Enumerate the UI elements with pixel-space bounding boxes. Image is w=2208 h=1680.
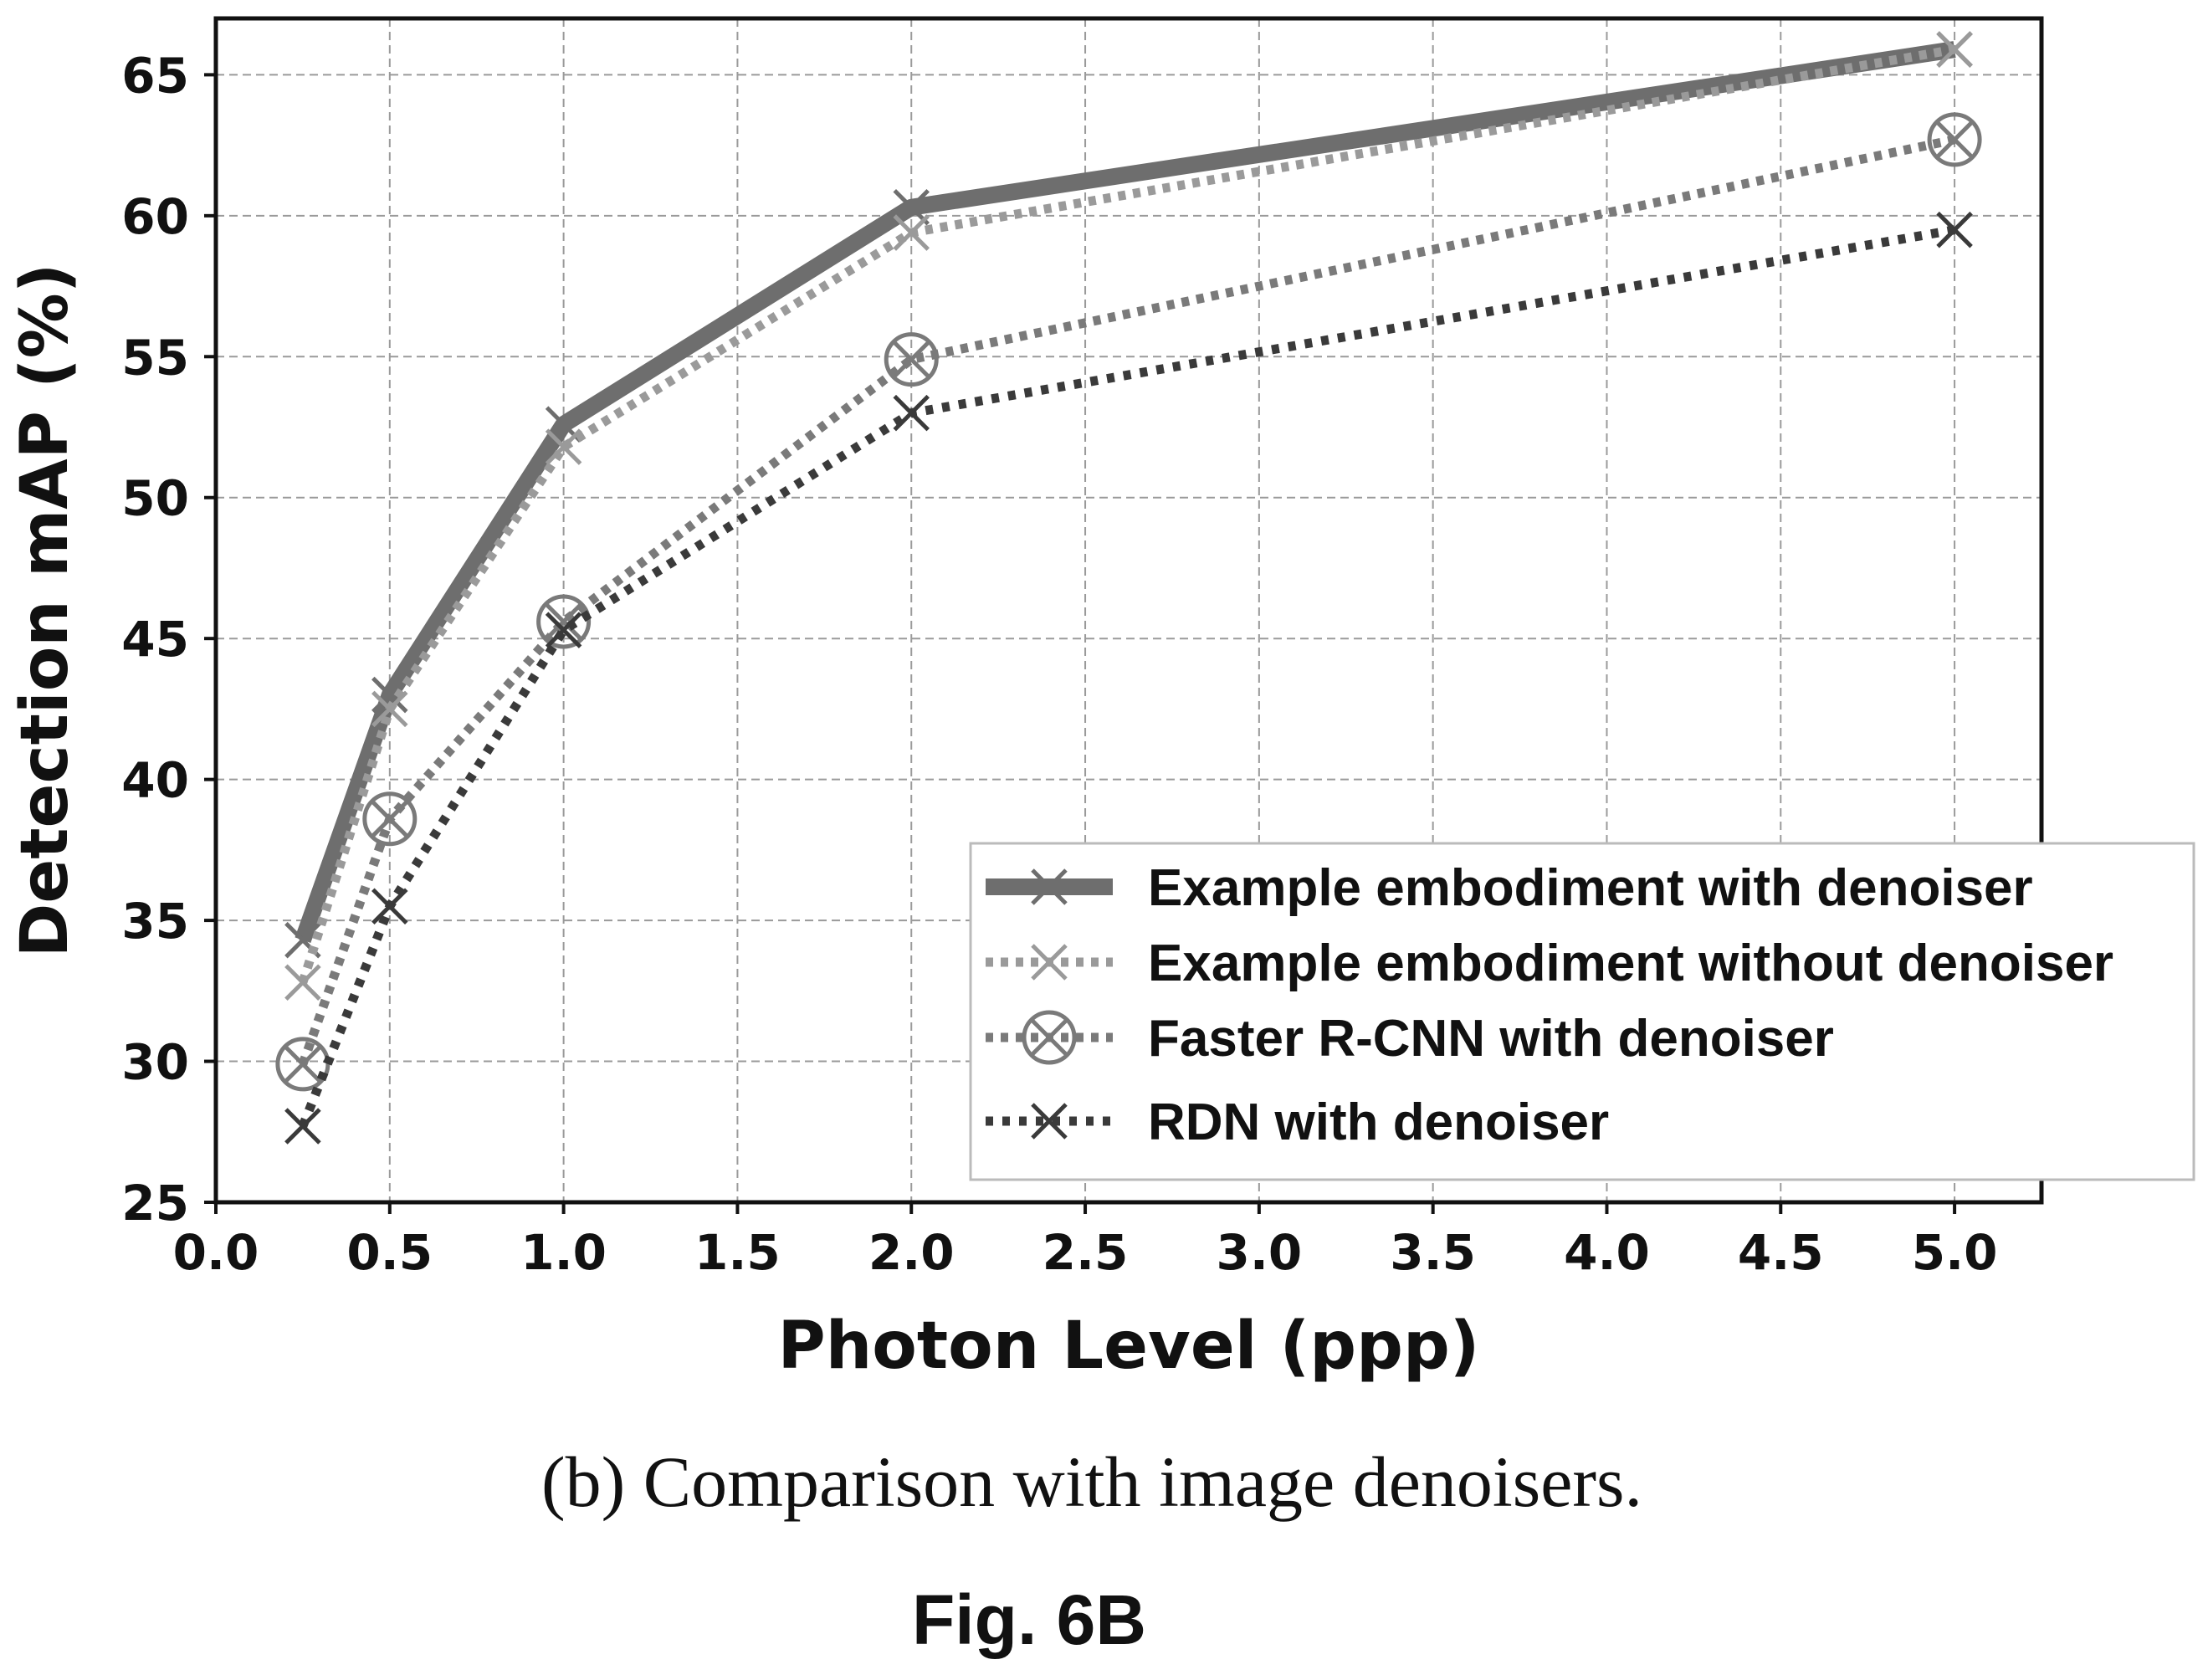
legend-label-1: Example embodiment with denoiser [1148,859,2033,917]
x-axis-label: Photon Level (ppp) [778,1309,1480,1384]
y-axis-label: Detection mAP (%) [8,264,83,958]
series-line-1 [295,41,1956,944]
legend-box [969,842,2195,1181]
figure-label: Fig. 6B [912,1580,1146,1659]
series-4-point [1936,211,1973,248]
series-3-point [884,332,939,387]
legend: Example embodiment with denoiser Example … [969,842,2195,1181]
tick-labels: 0.0 0.5 1.0 1.5 2.0 2.5 3.0 3.5 4.0 4.5 5.0 25 30 35 4… [121,47,1997,1281]
y-tick-label: 55 [121,329,189,386]
y-tick-label: 25 [121,1175,189,1232]
series-2-point [284,964,321,1001]
series-line-3 [298,135,1956,1066]
series-1-point [893,188,930,226]
x-tick-label: 3.5 [1390,1224,1476,1281]
x-tick-label: 0.0 [173,1224,259,1281]
y-tick-label: 65 [121,47,189,104]
x-tick-label: 4.0 [1564,1224,1650,1281]
series-2-point [545,428,582,465]
legend-label-4: RDN with denoiser [1148,1094,1609,1151]
y-tick-label: 50 [121,470,189,527]
x-tick-label: 0.5 [346,1224,433,1281]
series-1-point [371,676,408,714]
y-tick-label: 60 [121,188,189,245]
x-tick-label: 1.0 [520,1224,607,1281]
series-line-4 [298,225,1956,1129]
series-layer [275,31,1982,1145]
x-tick-label: 1.5 [694,1224,781,1281]
series-4-point [284,1108,321,1145]
y-tick-label: 35 [121,893,189,950]
series-2-point [1936,31,1973,68]
series-2-point [893,214,930,251]
series-4-point [893,394,930,432]
series-3-point [275,1037,330,1092]
series-2-point [371,690,408,728]
y-tick-label: 45 [121,611,189,668]
series-4-point [371,888,408,925]
series-4-point [545,612,582,648]
series-3-point [536,594,592,649]
x-tick-label: 3.0 [1216,1224,1302,1281]
legend-marker-2 [1031,944,1068,981]
y-tick-label: 40 [121,752,189,809]
plot-frame [213,16,2044,1205]
x-tick-label: 2.5 [1043,1224,1129,1281]
legend-label-3: Faster R-CNN with denoiser [1148,1010,1834,1068]
figure-caption: (b) Comparison with image denoisers. [541,1442,1642,1522]
x-tick-label: 5.0 [1912,1224,1998,1281]
legend-marker-4 [1031,1103,1068,1140]
legend-marker-1 [1031,868,1068,905]
legend-label-2: Example embodiment without denoiser [1148,935,2113,992]
series-3-point [362,791,418,847]
x-tick-label: 4.5 [1738,1224,1824,1281]
x-tick-label: 2.0 [868,1224,955,1281]
series-3-point [1927,112,1982,167]
y-tick-label: 30 [121,1034,189,1091]
legend-marker-3 [1022,1010,1077,1065]
